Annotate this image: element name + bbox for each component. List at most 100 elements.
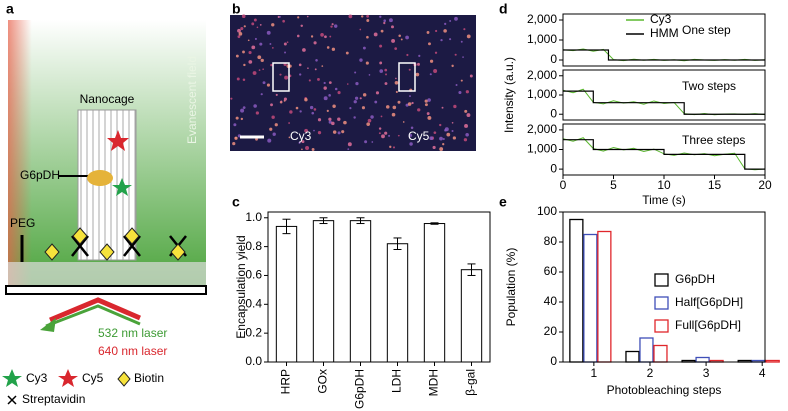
speckle [378,127,382,130]
speckle [449,38,452,41]
bar [625,350,640,363]
speckle [362,93,367,97]
field-label: Evanescent field [185,56,199,144]
speckle [353,116,356,119]
speckle [309,105,314,110]
speckle [341,130,345,134]
speckle [297,16,300,19]
x-tick-label: HRP [279,369,293,394]
speckle [410,126,414,130]
speckle [289,110,293,114]
speckle [307,67,309,69]
speckle [235,54,239,58]
speckle [384,68,388,72]
speckle [253,18,257,22]
speckle [252,71,257,75]
legend-label: HMM [650,26,679,40]
speckle [332,104,336,109]
speckle [462,56,464,58]
speckle [288,122,291,124]
speckle [332,130,337,134]
speckle [243,63,246,67]
roi-box [272,62,290,92]
x-tick-label: MDH [427,369,441,396]
x-tick-label: G6pDH [353,369,367,409]
speckle [299,110,302,113]
y-tick-label: 0 [550,106,557,120]
speckle [315,59,318,62]
speckle [346,83,349,85]
speckle [384,131,388,135]
speckle [326,46,330,49]
speckle [270,63,273,67]
speckle [298,63,302,67]
speckle [270,103,273,107]
speckle [388,134,391,137]
speckle [454,53,457,56]
speckle [355,82,359,86]
speckle [353,100,357,104]
speckle [394,80,399,85]
speckle [366,19,370,22]
speckle [397,134,400,137]
legend-label: G6pDH [675,272,715,286]
speckle [241,14,246,19]
speckle [394,47,398,50]
x-tick-label: 3 [703,366,710,380]
speckle [385,105,390,109]
speckle [237,28,241,33]
speckle [424,99,428,103]
speckle [441,106,444,109]
speckle [444,22,447,25]
speckle [313,41,317,45]
speckle [434,51,438,54]
speckle [236,77,240,81]
speckle [408,68,411,71]
x-tick-label: 15 [708,178,722,192]
legend-label: Cy5 [82,371,104,385]
speckle [435,29,438,33]
speckle [247,39,250,42]
speckle [271,47,274,49]
bar [349,220,372,363]
trace [563,49,765,61]
speckle [418,54,421,57]
legend-swatch [654,296,669,310]
micrograph [230,14,476,151]
speckle [311,147,315,151]
peg-label: PEG [10,216,35,230]
cy5-star [107,130,129,151]
y-tick-label: 60 [544,264,558,278]
speckle [295,106,299,110]
y-tick-label: 2,000 [527,12,557,26]
speckle [433,69,438,73]
trace [563,139,765,170]
speckle [330,25,333,28]
speckle [260,58,264,63]
speckle [366,122,371,127]
speckle [317,78,320,81]
x-tick-label: 1 [591,366,598,380]
speckle [444,128,447,132]
speckle [426,31,430,34]
speckle [284,75,289,80]
speckle [464,124,468,128]
speckle [262,68,264,71]
speckle [439,147,444,151]
speckle [299,73,302,76]
speckle [354,71,357,74]
speckle [283,42,287,46]
bar [275,225,298,363]
speckle [230,97,233,100]
speckle [465,90,469,94]
y-tick-label: 2,000 [527,68,557,82]
speckle [432,145,436,150]
speckle [240,26,244,31]
speckle [313,108,317,111]
speckle [405,35,409,40]
speckle [267,138,272,143]
y-tick-label: 0.8 [245,239,262,253]
speckle [439,123,442,127]
speckle [349,107,352,110]
x-tick-label: 2 [647,366,654,380]
